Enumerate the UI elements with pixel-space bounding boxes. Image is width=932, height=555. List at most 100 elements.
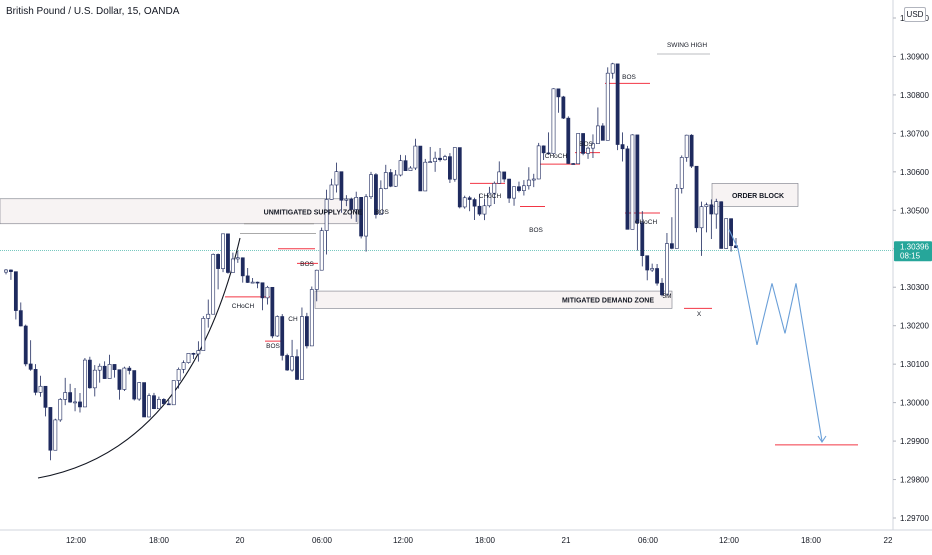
candle-body (684, 134, 689, 158)
y-tick-label: 1.30900 (900, 52, 929, 61)
candle-body (166, 403, 171, 406)
candle-body (561, 96, 566, 119)
candle-body (457, 147, 462, 208)
candle-body (48, 407, 53, 451)
candle-body (600, 125, 605, 141)
candle-body (428, 161, 433, 163)
x-tick-label: 20 (236, 536, 245, 545)
candle-body (482, 205, 487, 215)
candle-body (33, 369, 38, 393)
candle-body (295, 356, 299, 380)
candle-body (512, 186, 516, 199)
candle-body (127, 367, 132, 371)
candle-body (625, 148, 630, 230)
demand-zone (314, 290, 673, 309)
candle-body (674, 188, 679, 249)
candle-body (285, 355, 290, 371)
candle-body (132, 370, 137, 400)
currency-button[interactable]: USD (904, 7, 926, 22)
candle-body (349, 198, 354, 210)
candle-body (374, 174, 378, 215)
candle-body (581, 133, 585, 154)
candle-body (216, 254, 220, 269)
candle-body (492, 183, 497, 194)
candle-body (270, 286, 275, 337)
candle-body (102, 365, 107, 379)
y-tick-label: 1.30500 (900, 206, 929, 215)
candle-body (418, 145, 423, 192)
candle-body (502, 171, 507, 180)
bottom-curve (37, 237, 241, 479)
candle-body (472, 199, 477, 207)
candle-body (18, 310, 23, 327)
projection-layer (728, 229, 827, 443)
x-tick-label: 06:00 (312, 536, 333, 545)
order-block-zone (711, 183, 799, 207)
candle-body (591, 143, 595, 149)
candle-body (487, 192, 492, 207)
annotation-label: BOS (266, 343, 280, 350)
candle-body (176, 369, 181, 381)
candle-body (704, 204, 709, 207)
candle-body (304, 316, 309, 347)
candle-body (78, 401, 82, 408)
candle-body (620, 144, 625, 150)
candle-body (689, 134, 694, 167)
candle-body (433, 157, 438, 162)
candle-body (206, 313, 211, 319)
candle-body (112, 364, 117, 370)
candle-body (719, 201, 724, 249)
candle-body (571, 163, 576, 165)
annotation-label: 5M (662, 293, 671, 300)
candle-body (650, 268, 655, 271)
x-tick-label: 22 (884, 536, 893, 545)
candle-body (477, 205, 482, 215)
candle-body (334, 171, 339, 186)
annotation-label: BOS (622, 74, 636, 81)
candle-body (53, 419, 58, 451)
candle-body (517, 186, 521, 191)
candle-body (448, 156, 452, 180)
y-tick-label: 1.29800 (900, 476, 929, 485)
zones-layer (0, 183, 799, 309)
candle-body (423, 161, 428, 192)
candle-body (413, 145, 418, 169)
chart-title: British Pound / U.S. Dollar, 15, OANDA (6, 6, 180, 17)
x-tick-label: 21 (562, 536, 571, 545)
annotation-label: BOS (529, 227, 543, 234)
y-tick-label: 1.30200 (900, 322, 929, 331)
candle-body (147, 395, 151, 418)
candle-body (4, 269, 8, 273)
x-tick-label: 18:00 (149, 536, 170, 545)
demand-zone-label: MITIGATED DEMAND ZONE (562, 298, 654, 305)
supply-zone (0, 198, 359, 225)
projection-path (728, 229, 823, 442)
candle-body (660, 282, 664, 296)
candle-body (137, 382, 142, 400)
candle-body (280, 316, 285, 356)
candle-body (275, 316, 280, 337)
candle-body (186, 353, 191, 363)
candle-body (63, 392, 68, 400)
candle-body (83, 359, 87, 408)
x-tick-label: 12:00 (66, 536, 87, 545)
candle-body (250, 281, 255, 284)
candle-body (467, 197, 472, 200)
candle-body (68, 392, 73, 403)
candle-body (443, 156, 447, 161)
candle-body (157, 399, 161, 410)
candle-body (13, 271, 18, 311)
candle-body (240, 257, 245, 277)
candle-body (566, 117, 571, 164)
candle-body (9, 269, 13, 272)
candle-body (541, 145, 546, 154)
candle-body (245, 275, 250, 283)
candle-body (551, 88, 556, 154)
curve-layer (37, 237, 241, 479)
annotation-label: SWING HIGH (667, 42, 707, 49)
candle-body (191, 353, 196, 355)
x-tick-label: 12:00 (393, 536, 414, 545)
y-tick-label: 1.30300 (900, 283, 929, 292)
